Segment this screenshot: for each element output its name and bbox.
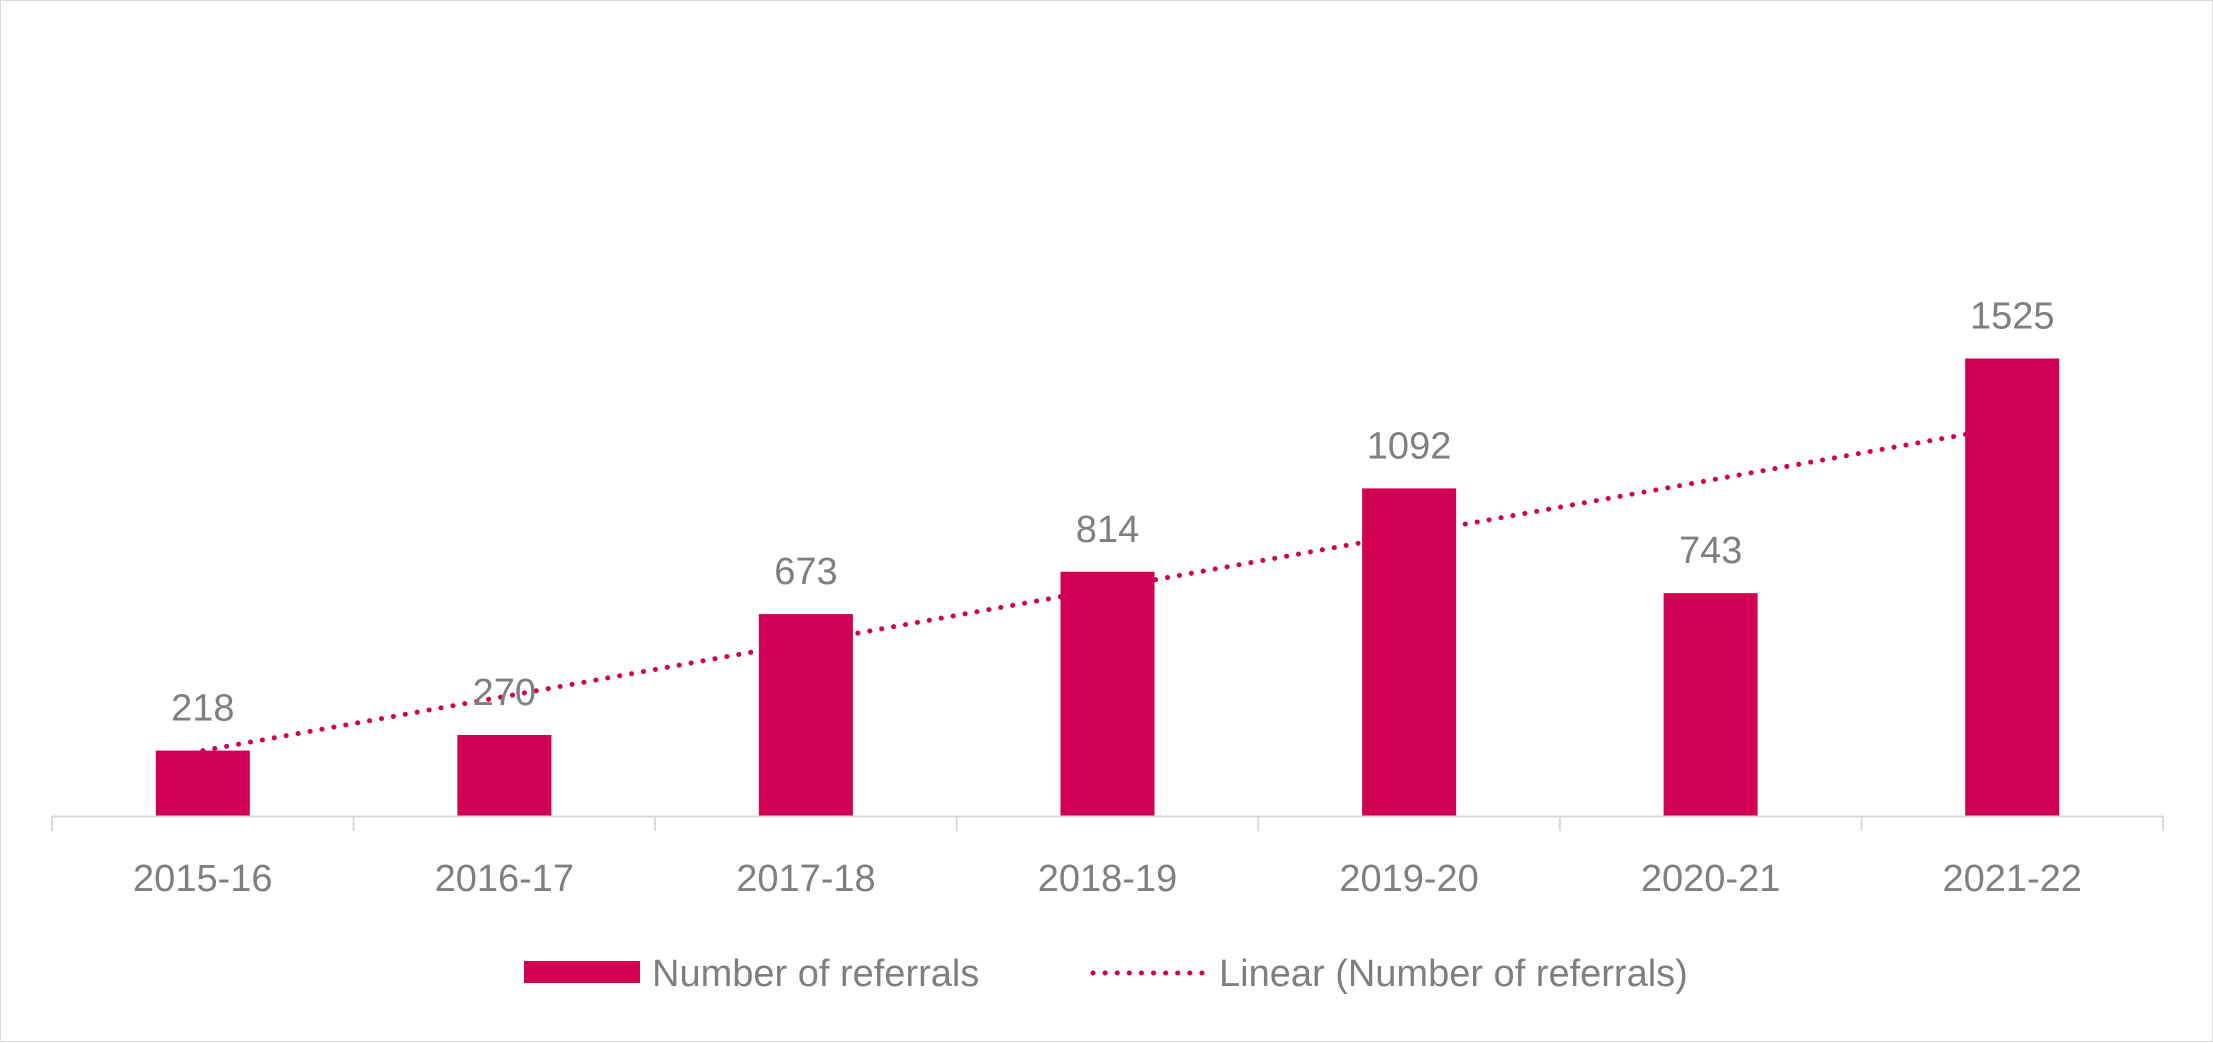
legend: Number of referrals Linear (Number of re… [524,953,1688,995]
bar-2019-20 [1362,488,1457,816]
x-tick-label-2019-20: 2019-20 [1339,858,1478,900]
trendline [200,423,2015,754]
bars-layer [155,358,2060,816]
data-label-2019-20: 1092 [1367,425,1452,467]
bar-2021-22 [1965,358,2060,816]
data-label-2017-18: 673 [774,551,837,593]
legend-bar-swatch [524,961,640,983]
bar-2016-17 [457,735,552,816]
data-labels-layer: 218 270 673 814 1092 743 1525 [171,296,2054,730]
x-tick-label-2017-18: 2017-18 [736,858,875,900]
data-label-2021-22: 1525 [1970,296,2055,338]
data-label-2018-19: 814 [1076,509,1139,551]
bar-2017-18 [758,614,853,816]
trendline-layer [200,423,2015,754]
x-tick-label-2021-22: 2021-22 [1942,858,2081,900]
bar-2020-21 [1663,593,1758,816]
x-tick-label-2020-21: 2020-21 [1641,858,1780,900]
x-tick-label-2016-17: 2016-17 [435,858,574,900]
x-tick-label-2018-19: 2018-19 [1038,858,1177,900]
bar-2018-19 [1060,571,1155,816]
data-label-2016-17: 270 [473,672,536,714]
data-label-2015-16: 218 [171,688,234,730]
legend-trendline-label: Linear (Number of referrals) [1219,953,1688,995]
x-tick-label-2015-16: 2015-16 [133,858,272,900]
legend-bar-label: Number of referrals [652,953,979,995]
x-axis: 2015-16 2016-17 2017-18 2018-19 2019-20 2020-… [51,815,2164,900]
data-label-2020-21: 743 [1679,530,1742,572]
bar-2015-16 [155,750,250,816]
